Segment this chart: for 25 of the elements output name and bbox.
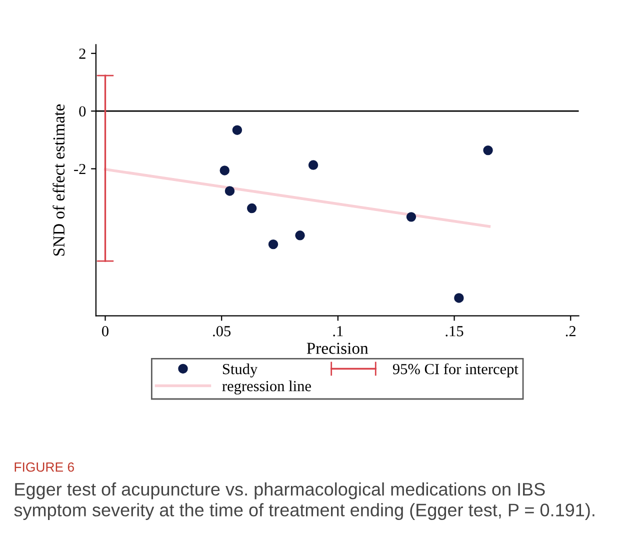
- point: [454, 293, 464, 303]
- x-tick-label: .15: [446, 326, 464, 336]
- legend-label: Study: [222, 363, 258, 378]
- point: [483, 145, 493, 156]
- point: [224, 186, 235, 196]
- y-tick-label: 2: [79, 48, 86, 59]
- text: Egger test of acupuncture vs. pharmacological medications on IBS symptom severity at the time of treatment ending (Egger test, P = 0.191).: [14, 482, 594, 520]
- point: [220, 166, 230, 176]
- x-tick-label: .2: [566, 326, 576, 336]
- legend-label: 95% CI for intercept: [392, 363, 518, 378]
- point: [232, 125, 242, 135]
- point: [295, 230, 305, 240]
- x-tick-label: .05: [213, 326, 231, 336]
- y-tick-label: -2: [74, 164, 86, 174]
- y-axis-title: SND of effect estimate: [52, 104, 65, 256]
- legend-label: regression line: [222, 380, 311, 394]
- point: [268, 239, 278, 250]
- y-tick-label: 0: [79, 106, 86, 117]
- point: [406, 212, 416, 222]
- x-axis-title: Precision: [306, 342, 368, 354]
- point: [246, 203, 257, 214]
- x-tick-label: 0: [102, 326, 108, 336]
- point: [308, 160, 318, 170]
- x-tick-label: .1: [333, 326, 343, 336]
- caption: FIGURE 6: [14, 462, 74, 472]
